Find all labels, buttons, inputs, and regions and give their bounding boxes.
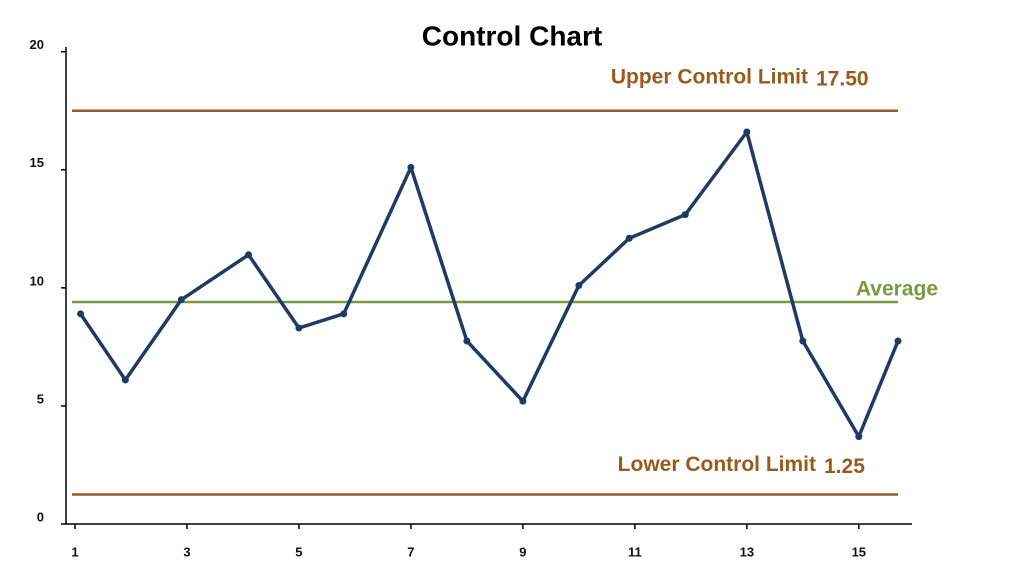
y-tick-label: 15 [30, 155, 44, 170]
y-tick-label: 5 [37, 391, 44, 406]
x-tick-label: 9 [519, 544, 526, 559]
data-point [799, 337, 807, 345]
x-tick-label: 3 [183, 544, 190, 559]
data-point [177, 296, 185, 304]
reference-value: 17.50 [816, 67, 869, 90]
reference-label: Upper Control Limit [611, 65, 808, 88]
data-point [743, 128, 751, 136]
data-point [340, 310, 348, 318]
x-tick-label: 11 [628, 544, 642, 559]
data-point [121, 376, 129, 384]
y-tick-label: 0 [37, 509, 44, 524]
data-point [894, 337, 902, 345]
x-tick-label: 15 [852, 544, 866, 559]
data-line [79, 130, 900, 439]
data-point [855, 433, 863, 441]
reference-label: Lower Control Limit [618, 453, 816, 476]
data-point [575, 282, 583, 289]
x-tick-label: 5 [295, 544, 302, 559]
reference-label: Average [856, 278, 938, 301]
data-point [407, 163, 415, 171]
chart-title: Control Chart [422, 20, 602, 51]
reference-value: 1.25 [824, 455, 865, 478]
data-point [245, 251, 253, 259]
data-point [463, 337, 471, 345]
data-point [625, 234, 633, 242]
y-tick-label: 20 [30, 37, 44, 52]
data-point [77, 310, 85, 318]
data-point [519, 397, 527, 405]
data-point [295, 324, 303, 332]
data-point [681, 211, 689, 219]
x-tick-label: 7 [407, 544, 414, 559]
y-tick-label: 10 [30, 273, 44, 288]
x-tick-label: 1 [71, 544, 78, 559]
x-tick-label: 13 [740, 544, 754, 559]
